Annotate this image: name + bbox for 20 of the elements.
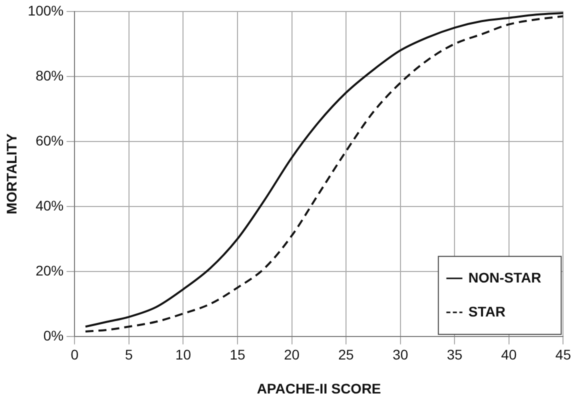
x-tick-label: 25 bbox=[338, 346, 354, 363]
x-tick-label: 35 bbox=[446, 346, 463, 363]
legend-label: STAR bbox=[468, 303, 506, 320]
x-tick-label: 5 bbox=[125, 346, 133, 363]
y-tick-label: 80% bbox=[36, 67, 64, 84]
x-tick-label: 45 bbox=[555, 346, 572, 363]
y-tick-label: 0% bbox=[43, 327, 64, 344]
x-tick-label: 30 bbox=[392, 346, 408, 363]
y-tick-label: 100% bbox=[28, 2, 64, 18]
y-tick-label: 20% bbox=[36, 262, 64, 278]
x-tick-label: 10 bbox=[175, 346, 192, 363]
x-tick-label: 20 bbox=[284, 346, 300, 363]
x-axis-title: APACHE-II SCORE bbox=[256, 380, 382, 396]
x-tick-label: 0 bbox=[70, 346, 79, 363]
x-tick-label: 40 bbox=[501, 346, 517, 363]
legend-label: NON-STAR bbox=[468, 269, 542, 286]
y-tick-label: 60% bbox=[36, 132, 64, 148]
x-tick-label: 15 bbox=[230, 346, 246, 363]
y-axis-title: MORTALITY bbox=[3, 132, 20, 214]
y-tick-label: 40% bbox=[36, 197, 64, 214]
